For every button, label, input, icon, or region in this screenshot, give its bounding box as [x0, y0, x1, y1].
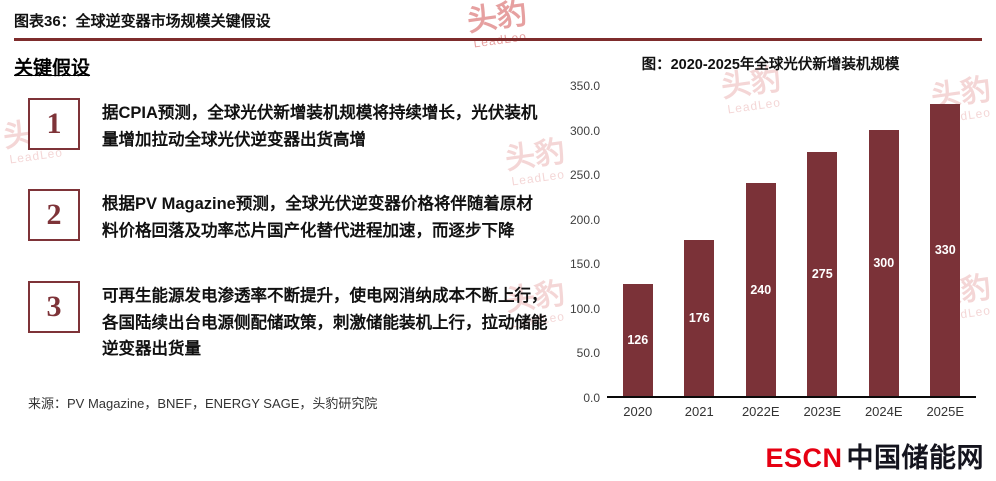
chart-title: 图：2020-2025年全球光伏新增装机规模: [641, 57, 900, 73]
y-tick-label: 0.0: [583, 391, 600, 405]
x-axis-label: 2025E: [926, 404, 965, 419]
y-tick-label: 200.0: [569, 212, 600, 227]
bar-value-label: 330: [934, 242, 956, 257]
bar-value-label: 240: [750, 282, 772, 297]
x-axis: 2020 2021 2022E 2023E 2024E 2025E: [607, 404, 976, 419]
escn-logo: ESCN 中国储能网: [765, 436, 984, 475]
plot-area: 126 176 240 275 300 330: [607, 86, 976, 398]
bar-value-label: 126: [627, 333, 649, 348]
assumption-text: 据CPIA预测，全球光伏新增装机规模将持续增长，光伏装机量增加拉动全球光伏逆变器…: [102, 104, 538, 149]
assumption-item-1: 1 据CPIA预测，全球光伏新增装机规模将持续增长，光伏装机量增加拉动全球光伏逆…: [28, 98, 549, 153]
x-axis-label: 2022E: [741, 404, 780, 419]
bar-slot: 126: [607, 86, 669, 396]
assumption-item-3: 3 可再生能源发电渗透率不断提升，使电网消纳成本不断上行，各国陆续出台电源侧配储…: [28, 280, 549, 363]
x-axis-label: 2024E: [864, 404, 903, 419]
y-tick-label: 250.0: [569, 168, 600, 183]
escn-logo-cn-text: 中国储能网: [846, 443, 984, 473]
bar-chart: 0.0 50.0 100.0 150.0 200.0 250.0 300.0 350.0 12…: [559, 79, 976, 405]
bar-slot: 300: [853, 86, 915, 396]
assumption-item-2: 2 根据PV Magazine预测，全球光伏逆变器价格将伴随着原材料价格回落及功…: [28, 189, 549, 244]
assumption-text: 可再生能源发电渗透率不断提升，使电网消纳成本不断上行，各国陆续出台电源侧配储政策…: [102, 286, 548, 359]
page-title: 图表36：全球逆变器市场规模关键假设: [14, 13, 271, 30]
y-tick-label: 50.0: [576, 346, 600, 361]
bar-value-label: 300: [873, 256, 895, 271]
bar-value-label: 176: [688, 311, 710, 326]
assumption-text: 根据PV Magazine预测，全球光伏逆变器价格将伴随着原材料价格回落及功率芯…: [102, 195, 533, 241]
escn-logo-text: ESCN: [765, 443, 843, 473]
bar-2022E: 240: [745, 183, 776, 396]
x-axis-label: 2023E: [803, 404, 842, 419]
x-axis-label: 2021: [684, 404, 714, 419]
y-tick-label: 350.0: [569, 79, 600, 93]
section-title: 关键假设: [14, 58, 91, 79]
figure-header: 图表36：全球逆变器市场规模关键假设: [0, 0, 996, 41]
y-tick-label: 150.0: [569, 257, 600, 272]
assumption-number-badge: 1: [28, 98, 80, 150]
bar-2021: 176: [684, 240, 715, 396]
x-axis-label: 2020: [623, 404, 653, 419]
content-area: 关键假设 1 据CPIA预测，全球光伏新增装机规模将持续增长，光伏装机量增加拉动…: [0, 41, 996, 419]
y-tick-label: 100.0: [569, 301, 600, 316]
bar-2023E: 275: [807, 152, 838, 396]
title-divider: [14, 38, 982, 41]
bar-value-label: 275: [811, 267, 833, 282]
bar-2020: 126: [622, 284, 653, 396]
bar-slot: 275: [792, 86, 854, 396]
bar-2024E: 300: [868, 130, 899, 396]
bar-2025E: 330: [930, 103, 961, 396]
y-axis: 0.0 50.0 100.0 150.0 200.0 250.0 300.0 350.0: [559, 79, 607, 405]
assumption-number-badge: 2: [28, 189, 80, 242]
bar-slot: 176: [669, 86, 731, 396]
chart-panel: 图：2020-2025年全球光伏新增装机规模 0.0 50.0 100.0 150.0…: [559, 47, 982, 419]
y-tick-label: 300.0: [569, 123, 600, 138]
bar-slot: 240: [730, 86, 792, 396]
source-note: 来源：PV Magazine，BNEF，ENERGY SAGE，头豹研究院: [28, 396, 378, 412]
bar-slot: 330: [915, 86, 977, 396]
assumptions-panel: 关键假设 1 据CPIA预测，全球光伏新增装机规模将持续增长，光伏装机量增加拉动…: [14, 47, 559, 419]
assumption-number-badge: 3: [28, 280, 80, 333]
